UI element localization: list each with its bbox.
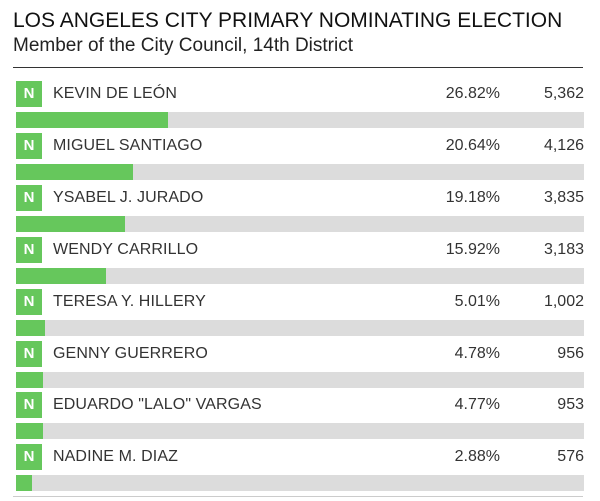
vote-bar <box>16 371 44 388</box>
vote-bar <box>16 319 45 336</box>
vote-bar <box>16 112 169 128</box>
nominee-badge: N <box>16 81 42 107</box>
vote-bar <box>16 475 33 492</box>
candidate-row: N WENDY CARRILLO 15.92% 3,183 <box>16 236 584 284</box>
bar-track <box>16 215 584 232</box>
candidate-row: N NADINE M. DIAZ 2.88% 576 <box>16 444 584 492</box>
candidate-name: KEVIN DE LEÓN <box>53 85 178 102</box>
page-title: LOS ANGELES CITY PRIMARY NOMINATING ELEC… <box>13 9 563 32</box>
nominee-badge: N <box>16 236 42 263</box>
vote-count: 3,835 <box>543 188 584 206</box>
candidate-name: TERESA Y. HILLERY <box>53 292 206 310</box>
bar-track <box>16 112 584 128</box>
candidate-name: MIGUEL SANTIAGO <box>53 136 203 154</box>
vote-percent: 4.77% <box>454 396 500 414</box>
vote-percent: 19.18% <box>445 188 500 206</box>
nominee-badge: N <box>16 340 42 367</box>
vote-count: 956 <box>557 344 584 362</box>
nominee-badge: N <box>16 392 42 419</box>
vote-percent: 2.88% <box>454 448 500 466</box>
vote-bar <box>16 423 44 440</box>
bar-track <box>16 267 584 284</box>
vote-percent: 5.01% <box>454 292 500 310</box>
footer-divider <box>13 496 583 497</box>
vote-percent: 26.82% <box>445 85 500 102</box>
nominee-badge: N <box>16 132 42 159</box>
vote-count: 1,002 <box>543 292 584 310</box>
vote-bar <box>16 163 134 180</box>
candidate-name: YSABEL J. JURADO <box>53 188 204 206</box>
candidate-name: WENDY CARRILLO <box>53 240 199 258</box>
candidate-row: N GENNY GUERRERO 4.78% 956 <box>16 340 584 388</box>
bar-track <box>16 163 584 180</box>
bar-track <box>16 319 584 336</box>
vote-count: 5,362 <box>543 85 584 102</box>
nominee-badge: N <box>16 444 42 471</box>
candidate-row: N MIGUEL SANTIAGO 20.64% 4,126 <box>16 132 584 180</box>
candidate-name: EDUARDO "LALO" VARGAS <box>53 396 262 414</box>
vote-percent: 20.64% <box>445 136 500 154</box>
candidate-row: N KEVIN DE LEÓN 26.82% 5,362 <box>16 81 584 128</box>
vote-percent: 4.78% <box>454 344 500 362</box>
vote-count: 3,183 <box>543 240 584 258</box>
vote-count: 953 <box>557 396 584 414</box>
vote-bar <box>16 215 125 232</box>
bar-track <box>16 371 584 388</box>
candidate-name: NADINE M. DIAZ <box>53 448 178 466</box>
page-subtitle: Member of the City Council, 14th Distric… <box>13 35 354 56</box>
bar-track <box>16 423 584 440</box>
candidate-row: N EDUARDO "LALO" VARGAS 4.77% 953 <box>16 392 584 440</box>
candidate-name: GENNY GUERRERO <box>53 344 208 362</box>
bar-track <box>16 475 584 492</box>
candidate-row: N YSABEL J. JURADO 19.18% 3,835 <box>16 184 584 232</box>
nominee-badge: N <box>16 184 42 211</box>
vote-count: 4,126 <box>543 136 584 154</box>
vote-bar <box>16 267 107 284</box>
vote-count: 576 <box>557 448 584 466</box>
header-divider <box>13 67 583 68</box>
vote-percent: 15.92% <box>445 240 500 258</box>
nominee-badge: N <box>16 288 42 315</box>
candidate-row: N TERESA Y. HILLERY 5.01% 1,002 <box>16 288 584 336</box>
